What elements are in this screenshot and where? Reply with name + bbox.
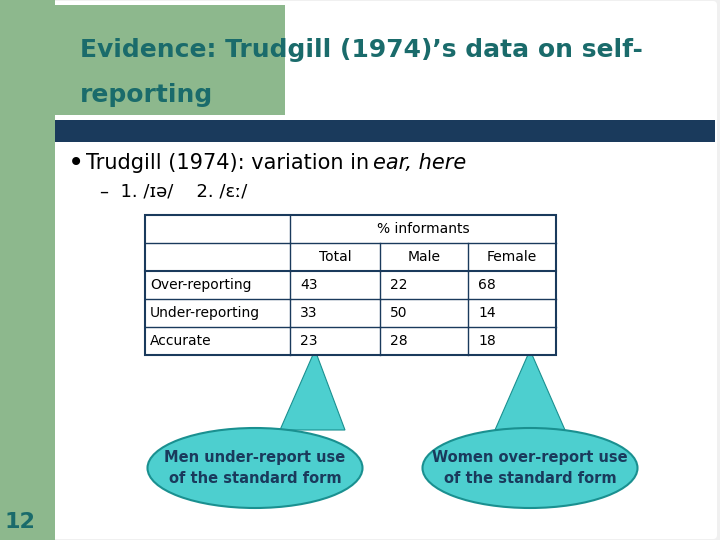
Text: Total: Total <box>319 250 351 264</box>
Text: reporting: reporting <box>80 83 213 107</box>
Text: •: • <box>68 149 84 177</box>
Bar <box>0 0 55 540</box>
Text: ear, here: ear, here <box>373 153 467 173</box>
Polygon shape <box>495 350 565 430</box>
Text: 23: 23 <box>300 334 318 348</box>
Text: Female: Female <box>487 250 537 264</box>
Ellipse shape <box>148 428 362 508</box>
Text: 14: 14 <box>478 306 495 320</box>
Bar <box>55 5 285 115</box>
Text: % informants: % informants <box>377 222 469 236</box>
Text: 28: 28 <box>390 334 408 348</box>
Bar <box>55 120 715 142</box>
Text: 43: 43 <box>300 278 318 292</box>
Text: 18: 18 <box>478 334 496 348</box>
Text: 68: 68 <box>478 278 496 292</box>
Text: 33: 33 <box>300 306 318 320</box>
FancyBboxPatch shape <box>51 1 717 539</box>
Ellipse shape <box>423 428 637 508</box>
Text: Male: Male <box>408 250 441 264</box>
Text: Accurate: Accurate <box>150 334 212 348</box>
Bar <box>145 215 556 355</box>
Text: 22: 22 <box>390 278 408 292</box>
Text: Women over-report use
of the standard form: Women over-report use of the standard fo… <box>432 450 628 486</box>
Text: Trudgill (1974): variation in: Trudgill (1974): variation in <box>86 153 376 173</box>
Text: 12: 12 <box>4 512 35 532</box>
Text: Over-reporting: Over-reporting <box>150 278 251 292</box>
Text: 50: 50 <box>390 306 408 320</box>
Polygon shape <box>280 350 345 430</box>
Text: Evidence: Trudgill (1974)’s data on self-: Evidence: Trudgill (1974)’s data on self… <box>80 38 643 62</box>
Text: Men under-report use
of the standard form: Men under-report use of the standard for… <box>164 450 346 486</box>
Text: Under-reporting: Under-reporting <box>150 306 260 320</box>
Text: –  1. /ɪə/    2. /ɛː/: – 1. /ɪə/ 2. /ɛː/ <box>100 183 248 201</box>
